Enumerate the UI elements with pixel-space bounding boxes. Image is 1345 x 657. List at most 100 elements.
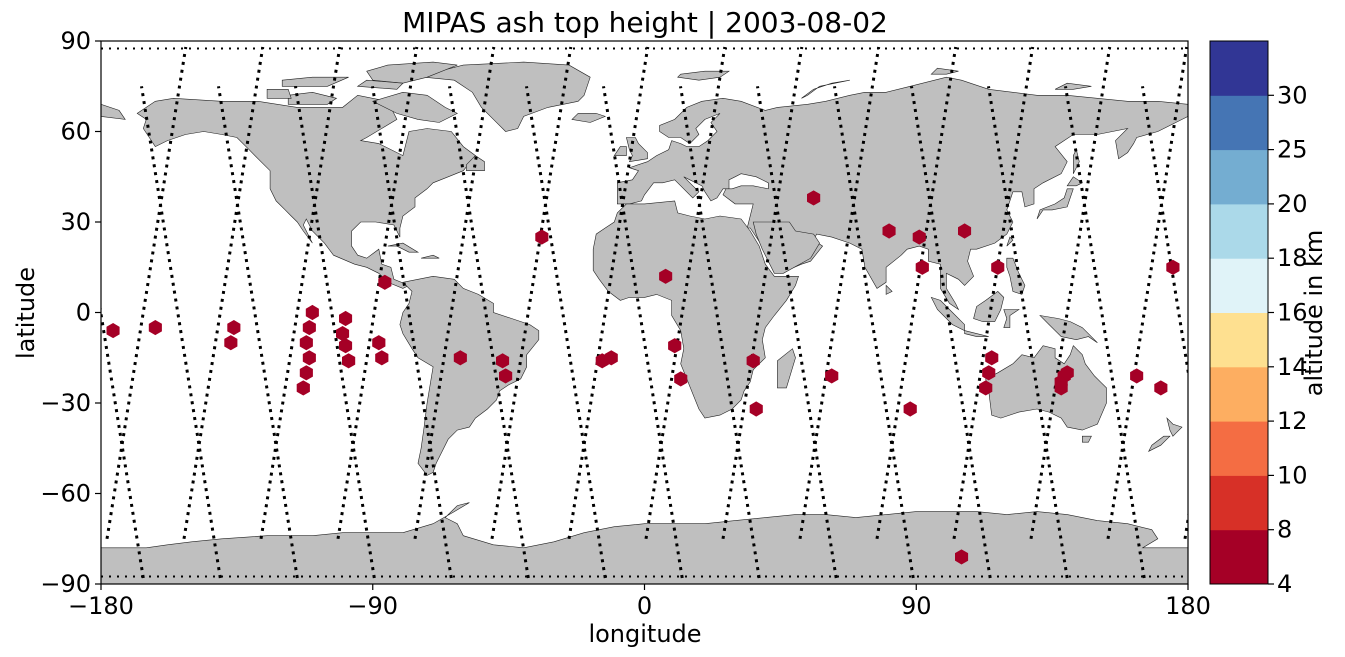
x-tick-label: 180: [1165, 592, 1211, 620]
satellite-tracks: [101, 46, 1188, 579]
ash-marker-21: [535, 229, 549, 245]
satellite-track-2: [101, 304, 145, 579]
satellite-track-11: [490, 46, 573, 540]
land-ellesmere: [366, 61, 458, 84]
satellite-track-9: [413, 46, 496, 540]
y-axis-label: latitude: [12, 267, 40, 359]
land-tasmania: [1082, 435, 1092, 443]
chart-title: MIPAS ash top height | 2003-08-02: [402, 6, 888, 39]
land-cuba: [387, 242, 420, 253]
colorbar: 4 8 10 12 14 16 18 20 25 30: [1209, 40, 1308, 598]
ash-marker-47: [1166, 259, 1180, 275]
ash-marker-7: [299, 335, 313, 351]
satellite-track-26: [987, 86, 1069, 579]
satellite-track-27: [1106, 46, 1188, 540]
ash-marker-40: [985, 350, 999, 366]
satellite-track-14: [525, 86, 607, 579]
satellite-track-5: [259, 46, 342, 540]
satellite-track-6: [217, 86, 299, 579]
y-tick-label: 90: [60, 27, 91, 55]
land-arctic-isles: [281, 76, 349, 87]
land-madagascar: [777, 348, 796, 389]
colorbar-tick-label: 16: [1277, 299, 1308, 327]
land-newfoundland: [466, 155, 485, 171]
land-iceland: [571, 113, 607, 123]
satellite-track-25: [1029, 46, 1112, 540]
ash-marker-14: [342, 353, 356, 369]
map-area: [101, 41, 1188, 584]
satellite-track-15: [644, 46, 727, 540]
colorbar-segment-8: [1210, 149, 1268, 205]
ash-marker-19: [496, 353, 510, 369]
ash-marker-10: [305, 304, 319, 321]
satellite-track-12: [448, 86, 530, 579]
y-tick-label: 0: [76, 299, 91, 327]
ash-marker-37: [991, 259, 1005, 275]
land-sulawesi: [1003, 309, 1020, 328]
y-tick-label: 30: [60, 208, 91, 236]
satellite-track-20: [756, 86, 838, 579]
colorbar-tick-label: 8: [1277, 516, 1292, 544]
land-new-zealand-south: [1148, 435, 1171, 452]
ash-marker-24: [659, 268, 673, 284]
land-japan: [1036, 188, 1074, 220]
satellite-track-10: [371, 86, 453, 579]
y-tick-label: −30: [40, 389, 91, 417]
satellite-track-19: [798, 46, 881, 540]
land-new-siberian: [1054, 82, 1092, 90]
ash-marker-39: [982, 365, 996, 381]
satellite-track-21: [875, 46, 958, 540]
land-baffin: [371, 91, 458, 123]
ash-marker-27: [746, 353, 760, 369]
ash-marker-17: [378, 274, 392, 290]
colorbar-segment-3: [1210, 421, 1268, 476]
satellite-track-18: [679, 86, 761, 579]
ash-marker-18: [453, 350, 467, 366]
ash-marker-44: [1060, 365, 1074, 381]
land-new-guinea: [1039, 315, 1098, 343]
y-axis: −90 −60 −30 0 30 60 90: [40, 27, 101, 598]
y-tick-label: −60: [40, 480, 91, 508]
ash-marker-28: [749, 401, 763, 417]
ash-marker-33: [912, 229, 926, 245]
colorbar-tick-label: 4: [1277, 570, 1292, 598]
colorbar-segment-1: [1210, 529, 1268, 585]
satellite-track-30: [1141, 86, 1188, 381]
ash-marker-5: [296, 380, 310, 396]
x-axis-label: longitude: [588, 620, 701, 648]
ash-marker-36: [958, 223, 972, 239]
colorbar-segment-7: [1210, 203, 1268, 259]
ash-marker-31: [882, 223, 896, 239]
colorbar-tick-label: 30: [1277, 81, 1308, 109]
ash-marker-23: [604, 350, 618, 366]
colorbar-tick-label: 18: [1277, 244, 1308, 272]
land-svalbard: [677, 70, 730, 81]
ash-markers: [106, 190, 1180, 565]
colorbar-tick-label: 10: [1277, 461, 1308, 489]
ash-marker-12: [339, 310, 353, 327]
satellite-track-4: [140, 86, 222, 579]
colorbar-segment-4: [1210, 366, 1268, 422]
land-australia: [985, 345, 1107, 431]
colorbar-tick-label: 14: [1277, 353, 1308, 381]
x-tick-label: 0: [637, 592, 652, 620]
colorbar-segment-5: [1210, 312, 1268, 368]
ash-marker-16: [375, 350, 389, 366]
ash-marker-1: [106, 323, 120, 339]
ash-marker-20: [499, 368, 513, 384]
land-java: [964, 330, 989, 337]
satellite-track-17: [721, 46, 804, 540]
satellite-track-16: [602, 86, 684, 579]
y-tick-label: −90: [40, 570, 91, 598]
satellite-track-24: [910, 86, 992, 579]
ash-marker-29: [807, 190, 821, 206]
ash-marker-30: [825, 368, 839, 384]
land-taiwan: [1006, 236, 1014, 247]
land-eurasia: [616, 76, 1188, 311]
colorbar-tick-label: 12: [1277, 407, 1308, 435]
ash-marker-8: [302, 350, 316, 366]
land-north-america: [136, 94, 476, 289]
ash-marker-6: [299, 365, 313, 381]
satellite-track-28: [1064, 86, 1146, 579]
land-borneo: [973, 291, 1005, 322]
